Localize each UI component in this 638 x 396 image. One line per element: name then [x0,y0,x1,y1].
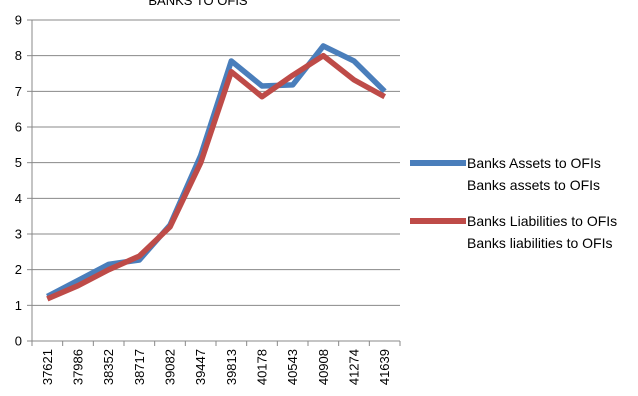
legend-label-secondary: Banks liabilities to OFIs [467,235,613,251]
series-line [46,43,387,299]
x-tick-label: 39447 [193,349,208,385]
x-tick-label: 38717 [132,349,147,385]
legend-label-secondary: Banks assets to OFIs [467,177,600,193]
chart-title: BANKS TO OFIS [148,0,248,8]
x-tick-label: 37986 [71,349,86,385]
y-tick-label: 6 [15,120,22,135]
axes [31,20,400,342]
y-axis-tick-labels: 0 1 2 3 4 5 6 7 8 9 [15,13,22,349]
y-tick-label: 1 [15,298,22,313]
grid-lines [27,19,400,342]
series-line [46,52,387,302]
y-tick-label: 8 [15,48,22,63]
x-tick-label: 40908 [316,349,331,385]
legend: Banks Assets to OFIs Banks assets to OFIs… [410,155,617,251]
y-tick-label: 4 [15,191,22,206]
y-tick-label: 0 [15,334,22,349]
x-tick-label: 40543 [285,349,300,385]
x-tick-label: 39813 [224,349,239,385]
y-tick-label: 2 [15,262,22,277]
legend-label: Banks Liabilities to OFIs [467,213,617,229]
y-tick-label: 7 [15,84,22,99]
x-tick-label: 40178 [255,349,270,385]
y-tick-label: 9 [15,13,22,28]
series-lines [46,43,387,302]
y-tick-label: 5 [15,155,22,170]
y-tick-label: 3 [15,227,22,242]
x-tick-label: 39082 [163,349,178,385]
x-axis-tick-labels: 37621 37986 38352 38717 39082 39447 39813 40178… [31,341,401,385]
x-tick-label: 41274 [347,349,362,385]
x-tick-label: 38352 [101,349,116,385]
x-tick-label: 41639 [377,349,392,385]
legend-label: Banks Assets to OFIs [467,155,601,171]
x-tick-label: 37621 [40,349,55,385]
